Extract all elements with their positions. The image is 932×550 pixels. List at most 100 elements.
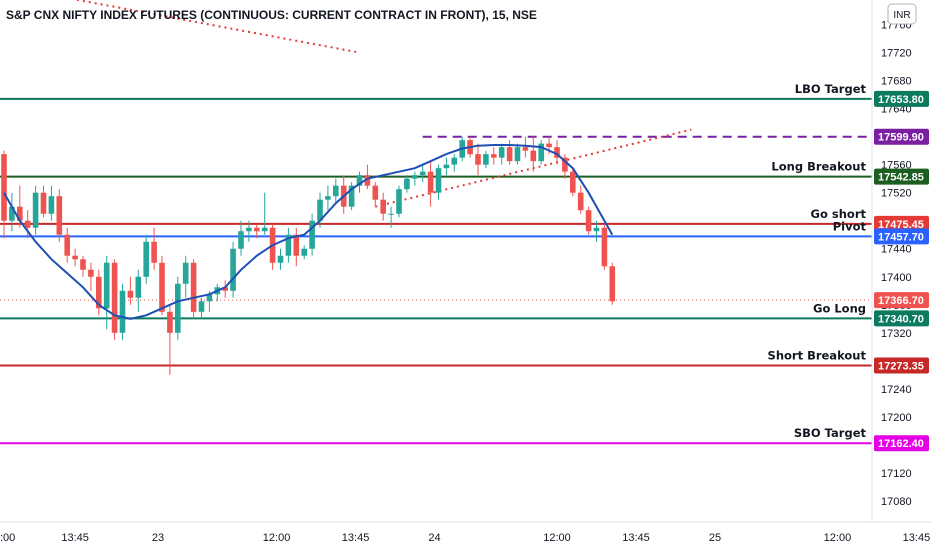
time-tick-label: 23 (152, 532, 164, 544)
candle-body (309, 220, 315, 249)
candle-body (475, 154, 481, 165)
candle-body (135, 276, 142, 298)
candle-body (601, 227, 608, 267)
level-label: SBO Target (794, 426, 867, 440)
candle-body (285, 234, 292, 256)
candle (364, 164, 371, 190)
candles (1, 136, 616, 375)
candle (135, 269, 142, 312)
candle (230, 241, 236, 298)
candle-body (435, 168, 442, 193)
candle-body (198, 301, 205, 312)
candle-body (325, 196, 331, 200)
candle-body (175, 283, 181, 333)
time-tick-label: 13:45 (61, 532, 89, 544)
candle-body (32, 192, 39, 228)
candle (609, 262, 616, 305)
price-tag: 17542.85 (874, 168, 929, 185)
time-tick-label: 13:45 (903, 532, 931, 544)
price-tag-label: 17653.80 (878, 94, 924, 106)
candle-body (9, 206, 15, 221)
candle (356, 171, 363, 193)
candle (72, 248, 78, 267)
candle (562, 154, 568, 179)
candle-body (159, 262, 165, 312)
price-tag-background (874, 128, 929, 145)
candle-body (1, 154, 7, 221)
candle-body (40, 192, 47, 214)
level-label: Short Breakout (768, 349, 867, 363)
price-tag: 17366.70 (874, 292, 929, 309)
candle (388, 206, 394, 228)
price-tick-label: 17120 (881, 468, 912, 480)
candle-body (538, 143, 544, 162)
price-tick-label: 17080 (881, 496, 912, 508)
candle (475, 143, 481, 176)
currency-badge[interactable]: INR (887, 3, 917, 25)
price-tag-background (874, 215, 929, 232)
time-tick-label: 12:00 (824, 532, 852, 544)
candle-body (182, 262, 189, 284)
price-tag: 17273.35 (874, 357, 929, 374)
candle (246, 220, 252, 242)
candle (222, 280, 228, 298)
candle-body (56, 196, 63, 235)
price-tick-label: 17720 (881, 48, 912, 60)
candle (24, 210, 31, 239)
price-tag-background (874, 228, 929, 245)
price-tick-label: 17400 (881, 272, 912, 284)
candle (380, 192, 386, 221)
candle (88, 262, 94, 291)
candle-body (570, 171, 576, 193)
candle (372, 182, 379, 207)
candle (538, 140, 544, 165)
candle-body (277, 255, 284, 263)
candle (277, 248, 284, 270)
level-label: Long Breakout (771, 160, 866, 174)
candle-body (301, 248, 307, 256)
candle-body (238, 231, 244, 249)
candle (190, 259, 197, 319)
price-axis[interactable] (872, 0, 932, 522)
price-tick-label: 17680 (881, 76, 912, 88)
candle-body (522, 147, 529, 151)
time-axis[interactable] (0, 522, 872, 550)
candle (9, 192, 15, 232)
time-axis-ticks: :00 13:45 23 12:00 13:45 24 12:00 13:45 25 12:00 1… (0, 532, 930, 544)
candle (593, 220, 600, 242)
price-tag: 17457.70 (874, 228, 929, 245)
candle (412, 171, 418, 186)
candle-body (609, 266, 616, 302)
moving-average-line (3, 144, 614, 320)
candle-body (396, 189, 402, 214)
candle-body (111, 262, 118, 333)
candle (530, 136, 537, 172)
candle (333, 178, 339, 204)
candle (585, 206, 592, 235)
candle (254, 224, 260, 239)
price-tick-label: 17440 (881, 244, 912, 256)
candle-body (317, 199, 323, 221)
candle-body (167, 311, 173, 333)
candle (167, 304, 173, 375)
candle-body (356, 175, 363, 186)
price-tag-background (874, 435, 929, 452)
price-tag-background (874, 310, 929, 327)
candle (175, 276, 181, 340)
candle (96, 269, 102, 316)
candle-body (404, 178, 410, 190)
candle-body (206, 294, 213, 302)
candle (451, 154, 458, 172)
candle (601, 224, 608, 270)
candle-body (80, 259, 86, 270)
candle-body (96, 276, 102, 309)
level-label: Go short (811, 207, 867, 221)
level-label: LBO Target (795, 82, 867, 96)
price-tag-label: 17162.40 (878, 438, 924, 450)
candle (151, 227, 157, 270)
candle (127, 276, 134, 305)
price-tag-label: 17457.70 (878, 231, 924, 243)
level-label: Go Long (813, 301, 866, 315)
